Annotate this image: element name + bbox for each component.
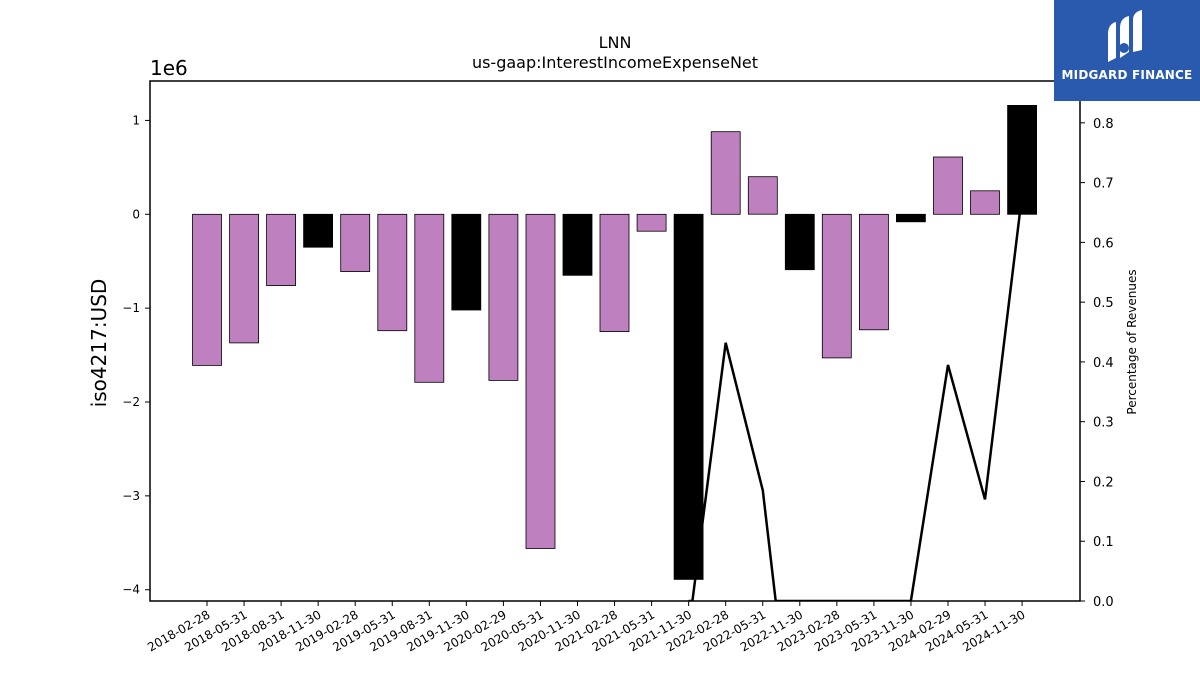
y-scale-label: 1e6	[150, 56, 188, 80]
bar-2023-02-28	[821, 213, 852, 359]
bar-2019-08-31	[414, 213, 445, 383]
y2-tick-label: 0.8	[1093, 117, 1114, 132]
bar-2023-11-30	[896, 213, 926, 223]
y-tick-label: −1	[122, 301, 140, 315]
bar-2024-02-29	[933, 156, 963, 215]
bar-2022-05-31	[747, 176, 778, 215]
y-axis-label: iso4217:USD	[87, 279, 111, 408]
y2-tick-label: 0.7	[1093, 177, 1114, 192]
y-tick-label: −3	[122, 489, 140, 503]
plot-frame	[149, 80, 1081, 602]
x-ticks-group: 2018-02-282018-05-312018-08-312018-11-30…	[145, 601, 1028, 654]
y-tick-label: −2	[122, 395, 140, 409]
bar-2018-02-28	[192, 213, 222, 366]
y2-ticks-group: 0.0 0.1 0.2 0.3 0.4 0.5 0.6 0.7 0.8	[1080, 117, 1114, 610]
bar-2023-05-31	[859, 213, 889, 331]
bar-2022-11-30	[784, 213, 815, 271]
y-tick-label: 0	[132, 207, 140, 221]
bar-2018-08-31	[266, 213, 297, 287]
y2-tick-label: 0.5	[1093, 296, 1114, 311]
bar-2021-11-30	[673, 213, 704, 580]
y2-tick-label: 0.1	[1093, 535, 1114, 550]
chart-title: LNN	[599, 33, 632, 52]
bar-2021-05-31	[636, 213, 667, 232]
y2-tick-label: 0.4	[1093, 356, 1114, 371]
bar-2018-11-30	[303, 213, 334, 248]
chart-subtitle: us-gaap:InterestIncomeExpenseNet	[472, 53, 758, 72]
percentage-of-revenues-line	[688, 194, 1024, 601]
bar-2020-02-29	[488, 213, 519, 381]
y-tick-label: −4	[122, 583, 140, 597]
y2-axis-label: Percentage of Revenues	[1125, 269, 1139, 414]
y2-tick-label: 0.6	[1093, 236, 1114, 251]
logo-text: MIDGARD FINANCE	[1061, 68, 1193, 82]
bar-2021-02-28	[599, 213, 630, 333]
y2-tick-label: 0.2	[1093, 475, 1114, 490]
y2-tick-label: 0.0	[1093, 595, 1114, 610]
bar-2020-11-30	[562, 213, 593, 276]
bar-2022-02-28	[710, 131, 741, 215]
midgard-finance-logo: MIDGARD FINANCE	[1054, 0, 1200, 101]
bar-2019-02-28	[340, 213, 371, 273]
bar-2024-05-31	[970, 190, 1000, 215]
y2-tick-label: 0.3	[1093, 416, 1114, 431]
midgard-m-icon	[1108, 10, 1142, 62]
y-ticks-group: −4 −3 −2 −1 0 1	[122, 113, 150, 597]
line-group	[688, 194, 1024, 601]
y-tick-label: 1	[132, 113, 140, 127]
bar-2018-05-31	[229, 213, 260, 344]
bar-2020-05-31	[525, 213, 556, 549]
bar-2019-05-31	[377, 213, 408, 332]
bar-2019-11-30	[451, 213, 482, 311]
bars-group	[192, 105, 1037, 580]
